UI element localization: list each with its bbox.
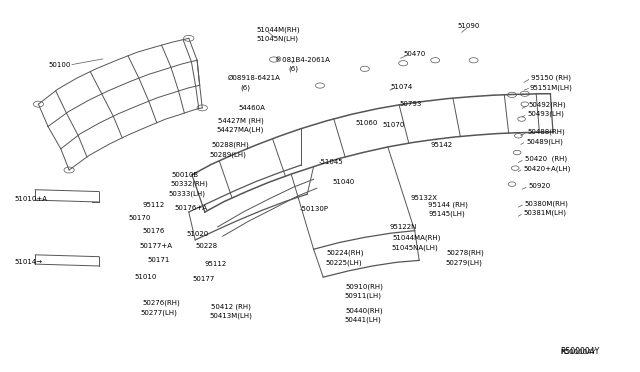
Text: R500004Y: R500004Y: [560, 347, 599, 356]
Text: 51070: 51070: [383, 122, 405, 128]
Text: 51010: 51010: [134, 274, 157, 280]
Text: 50333(LH): 50333(LH): [169, 190, 206, 197]
Text: 50228: 50228: [196, 243, 218, 248]
Text: 50332(RH): 50332(RH): [170, 181, 208, 187]
Text: 50177: 50177: [192, 276, 214, 282]
Text: (6): (6): [288, 65, 298, 72]
Text: 50380M(RH): 50380M(RH): [525, 201, 569, 207]
Text: 51010+A: 51010+A: [14, 196, 47, 202]
Text: 95112: 95112: [142, 202, 164, 208]
Text: 50176: 50176: [142, 228, 164, 234]
Text: 54427MA(LH): 54427MA(LH): [216, 127, 264, 134]
Text: (6): (6): [240, 84, 250, 91]
Text: 50910(RH): 50910(RH): [346, 283, 383, 290]
Text: 95144 (RH): 95144 (RH): [428, 201, 467, 208]
Text: 51044M(RH): 51044M(RH): [256, 26, 300, 33]
Text: 95112: 95112: [205, 261, 227, 267]
Text: 50440(RH): 50440(RH): [346, 307, 383, 314]
Text: 95151M(LH): 95151M(LH): [530, 84, 573, 91]
Text: 50289(LH): 50289(LH): [210, 151, 247, 158]
Text: 95122N: 95122N: [389, 224, 417, 230]
Text: 50493(LH): 50493(LH): [527, 111, 564, 118]
Text: 50171: 50171: [147, 257, 170, 263]
Text: 50177+A: 50177+A: [140, 243, 173, 248]
Text: 50279(LH): 50279(LH): [445, 259, 483, 266]
Text: 95142: 95142: [430, 142, 452, 148]
Text: 51045NA(LH): 51045NA(LH): [392, 244, 438, 251]
Text: 50920: 50920: [529, 183, 551, 189]
Text: 50470: 50470: [403, 51, 426, 57]
Text: 50278(RH): 50278(RH): [447, 250, 484, 256]
Text: 95150 (RH): 95150 (RH): [531, 75, 571, 81]
Text: 50413M(LH): 50413M(LH): [210, 313, 253, 320]
Text: 54427M (RH): 54427M (RH): [218, 118, 263, 124]
Text: 50176+A: 50176+A: [174, 205, 207, 211]
Text: 50911(LH): 50911(LH): [344, 292, 381, 299]
Text: 51040: 51040: [333, 179, 355, 185]
Text: 51074: 51074: [390, 84, 413, 90]
Text: 54460A: 54460A: [239, 105, 266, 111]
Text: 50288(RH): 50288(RH): [211, 142, 249, 148]
Text: 50170: 50170: [128, 215, 150, 221]
Text: 50441(LH): 50441(LH): [344, 317, 381, 323]
Text: 50488(RH): 50488(RH): [527, 129, 565, 135]
Text: 51060: 51060: [356, 120, 378, 126]
Text: 50276(RH): 50276(RH): [142, 300, 180, 307]
Text: 51090: 51090: [458, 23, 480, 29]
Text: 50277(LH): 50277(LH): [141, 309, 178, 316]
Text: Ø08918-6421A: Ø08918-6421A: [227, 75, 280, 81]
Text: -51045: -51045: [319, 159, 343, 165]
Text: 50492(RH): 50492(RH): [529, 102, 566, 108]
Text: 50793: 50793: [399, 101, 422, 107]
Text: 50100: 50100: [48, 62, 70, 68]
Text: 50420+A(LH): 50420+A(LH): [524, 165, 571, 172]
Text: 50010B: 50010B: [172, 172, 198, 178]
Text: 50420  (RH): 50420 (RH): [525, 156, 567, 163]
Text: 50225(LH): 50225(LH): [325, 259, 362, 266]
Text: 51045N(LH): 51045N(LH): [256, 36, 298, 42]
Text: R500004Y: R500004Y: [560, 349, 596, 355]
Text: 95132X: 95132X: [411, 195, 438, 201]
Text: ®081B4-2061A: ®081B4-2061A: [275, 57, 330, 62]
Text: 51044MA(RH): 51044MA(RH): [393, 235, 442, 241]
Text: 95145(LH): 95145(LH): [429, 211, 465, 217]
Text: -50130P: -50130P: [300, 206, 328, 212]
Text: 51020: 51020: [187, 231, 209, 237]
Text: 50224(RH): 50224(RH): [326, 250, 364, 256]
Text: 50381M(LH): 50381M(LH): [524, 210, 566, 217]
Text: 51014→: 51014→: [14, 259, 42, 265]
Text: 50489(LH): 50489(LH): [526, 138, 563, 145]
Text: 50412 (RH): 50412 (RH): [211, 304, 251, 310]
